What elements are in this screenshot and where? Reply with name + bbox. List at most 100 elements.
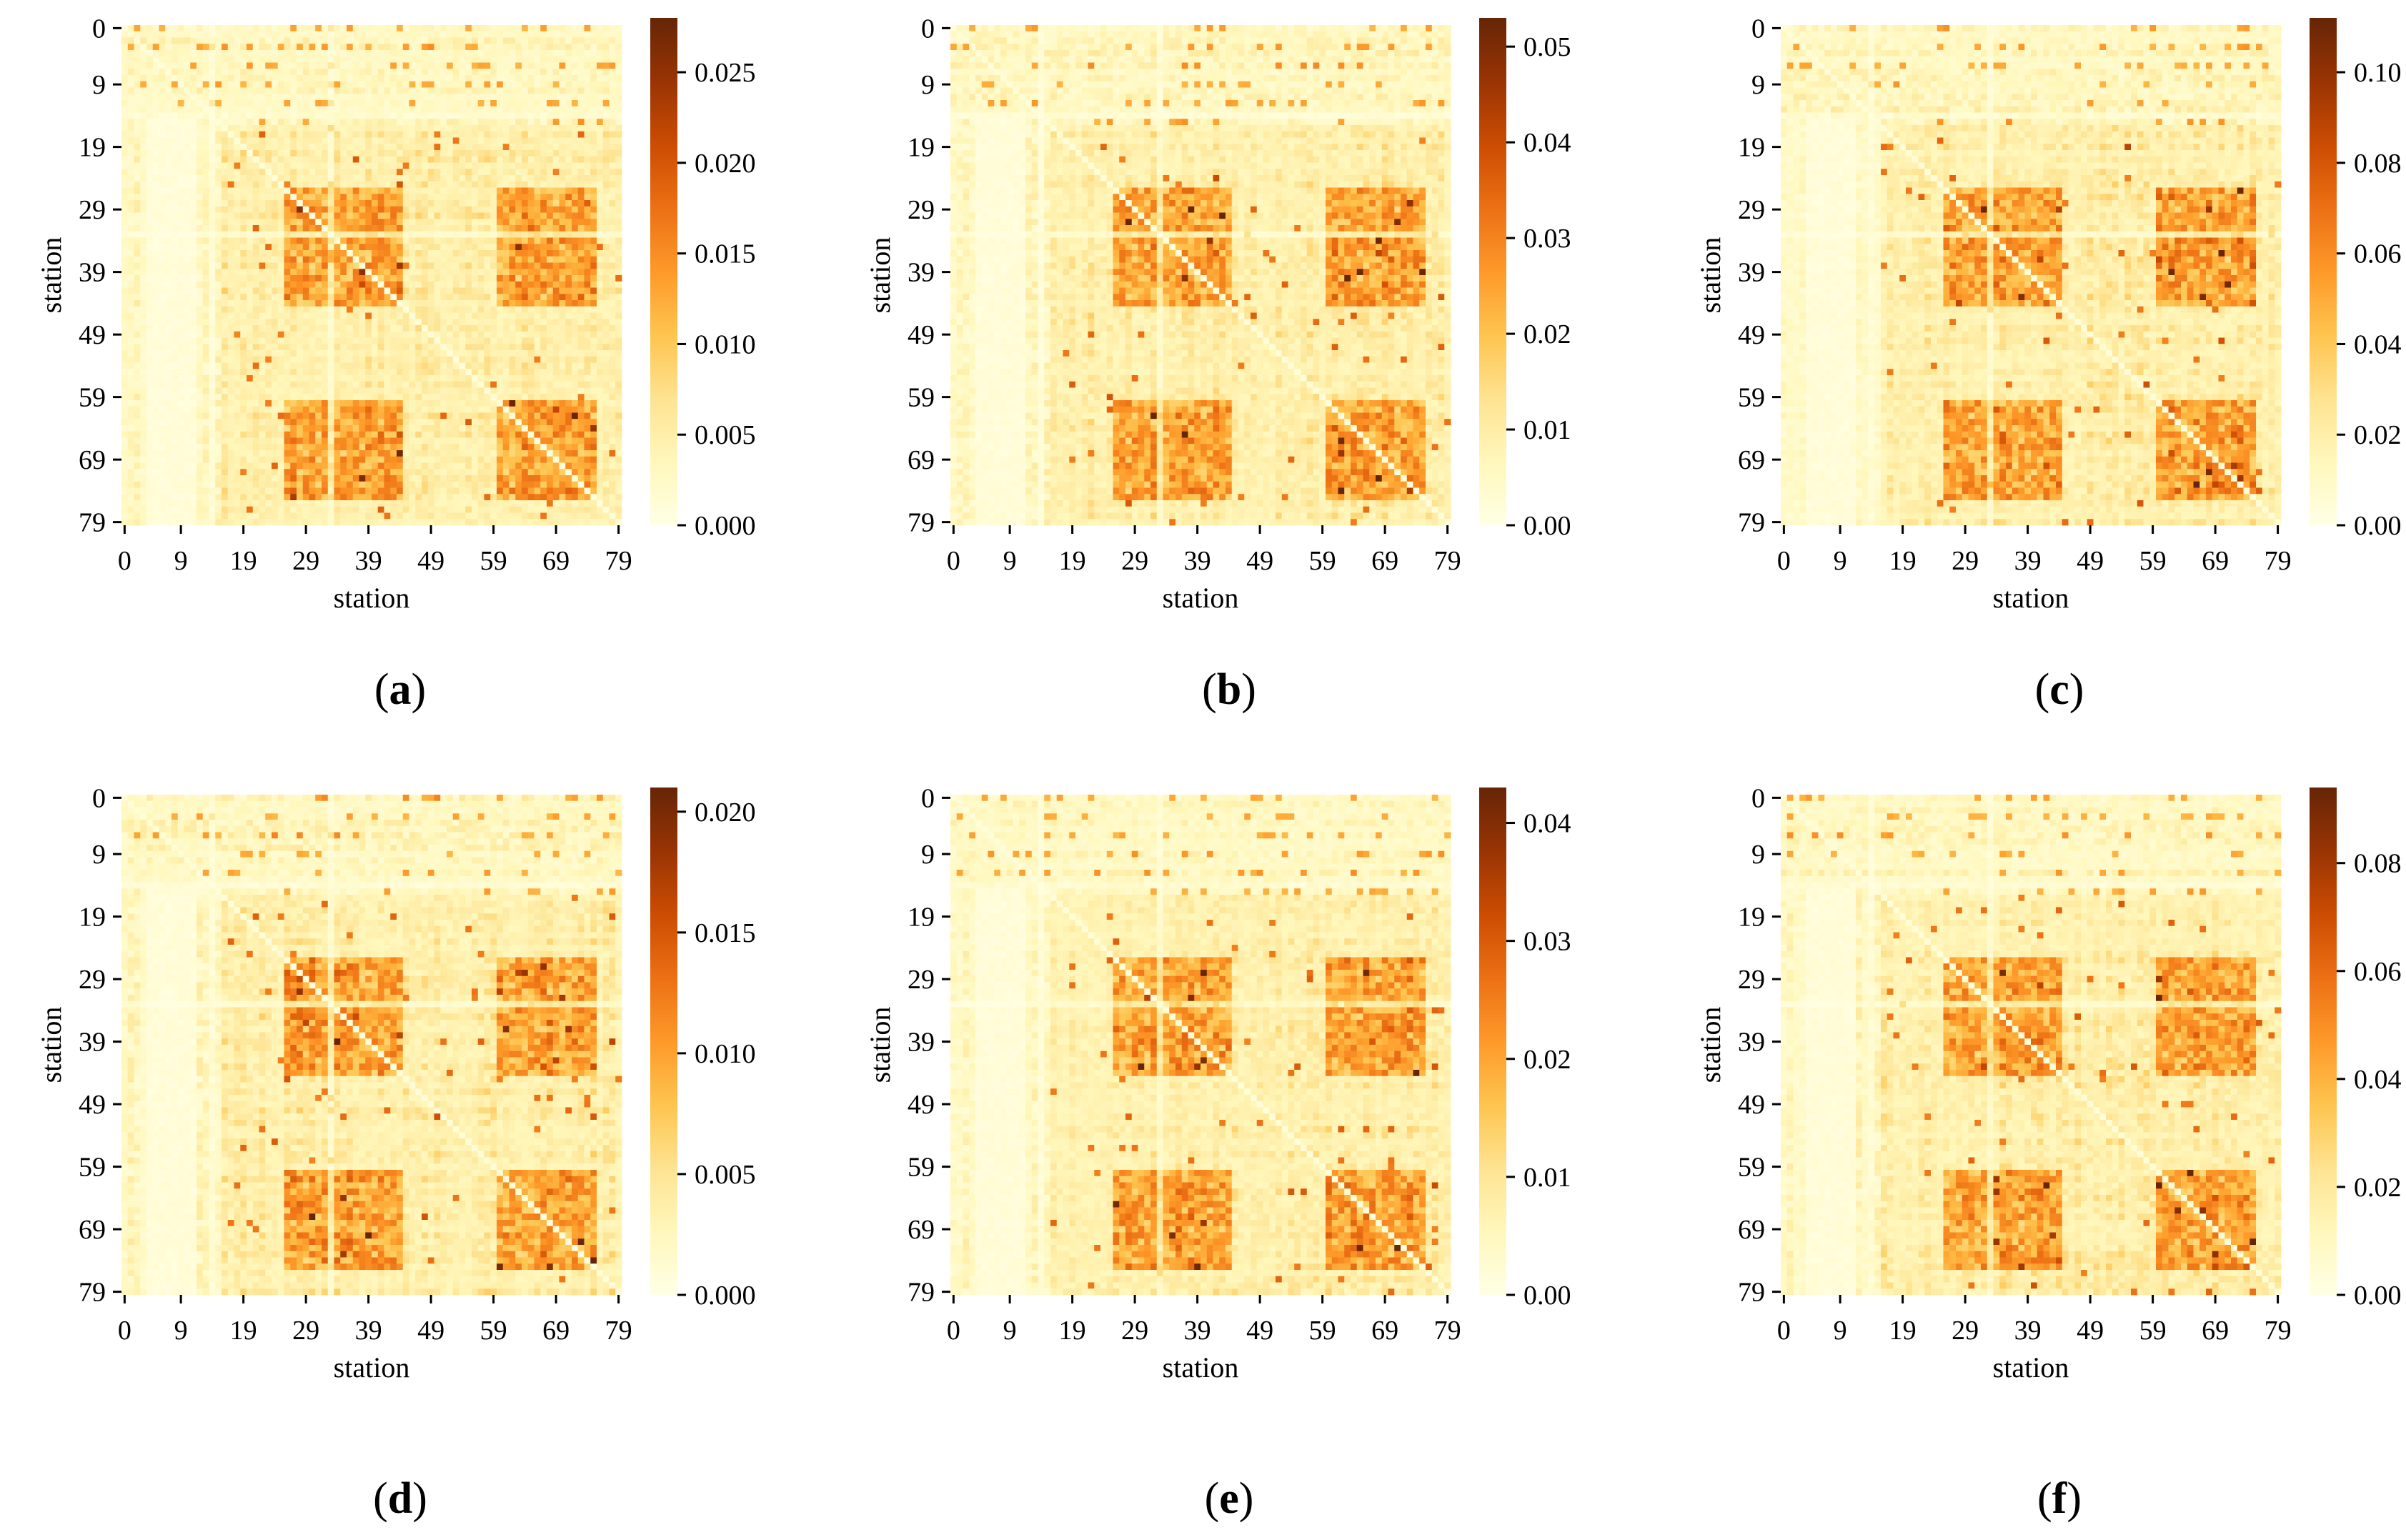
heatmap-cell [240, 294, 247, 301]
heatmap-cell [509, 262, 516, 269]
heatmap-cell [121, 306, 129, 313]
heatmap-cell [159, 406, 166, 413]
heatmap-cell [347, 81, 354, 88]
heatmap-cell [215, 212, 222, 219]
heatmap-cell [259, 212, 266, 219]
heatmap-cell [134, 162, 141, 169]
heatmap-cell [165, 31, 172, 38]
heatmap-cell [227, 294, 234, 301]
heatmap-cell [472, 350, 479, 357]
heatmap-cell [334, 50, 341, 57]
heatmap-cell [527, 112, 535, 119]
heatmap-cell [240, 25, 247, 32]
heatmap-cell [597, 306, 604, 313]
heatmap-cell [415, 200, 422, 207]
heatmap-cell [409, 356, 416, 363]
heatmap-cell [415, 75, 422, 82]
heatmap-cell [465, 100, 472, 107]
heatmap-cell [415, 31, 422, 38]
heatmap-cell [422, 294, 429, 301]
heatmap-cell [290, 250, 297, 257]
heatmap-cell [177, 225, 184, 232]
heatmap-cell [165, 300, 172, 307]
heatmap-cell [509, 362, 516, 369]
heatmap-cell [277, 62, 284, 69]
heatmap-cell [484, 175, 491, 182]
heatmap-cell [597, 237, 604, 244]
heatmap-cell [177, 100, 184, 107]
heatmap-cell [572, 406, 579, 413]
heatmap-cell [209, 269, 216, 276]
heatmap-cell [215, 100, 222, 107]
heatmap-cell [484, 262, 491, 269]
heatmap-cell [184, 219, 191, 226]
heatmap-cell [134, 206, 141, 213]
heatmap-cell [140, 306, 147, 313]
heatmap-cell [415, 87, 422, 94]
heatmap-cell [197, 137, 204, 144]
heatmap-cell [447, 150, 454, 157]
heatmap-cell [522, 375, 529, 382]
heatmap-cell [615, 262, 622, 269]
heatmap-cell [240, 156, 247, 163]
heatmap-cell [447, 287, 454, 294]
heatmap-cell [265, 62, 272, 69]
heatmap-cell [409, 137, 416, 144]
heatmap-cell [297, 287, 304, 294]
heatmap-cell [415, 81, 422, 88]
heatmap-cell [415, 206, 422, 213]
heatmap-cell [384, 337, 391, 344]
heatmap-cell [565, 162, 572, 169]
heatmap-cell [477, 156, 484, 163]
heatmap-cell [384, 69, 391, 76]
heatmap-cell [497, 100, 504, 107]
heatmap-cell [177, 56, 184, 63]
heatmap-cell [127, 169, 134, 176]
heatmap-cell [297, 362, 304, 369]
heatmap-cell [497, 169, 504, 176]
heatmap-cell [527, 312, 535, 319]
heatmap-cell [202, 356, 209, 363]
heatmap-cell [390, 175, 397, 182]
heatmap-cell [347, 31, 354, 38]
heatmap-cell [502, 394, 509, 401]
heatmap-cell [372, 156, 379, 163]
heatmap-cell [477, 75, 484, 82]
heatmap-cell [222, 337, 229, 344]
heatmap-cell [384, 294, 391, 301]
heatmap-cell [527, 156, 535, 163]
heatmap-cell [215, 269, 222, 276]
heatmap-cell [597, 219, 604, 226]
heatmap-cell [402, 94, 409, 101]
heatmap-cell [502, 362, 509, 369]
heatmap-cell [359, 187, 366, 194]
heatmap-cell [540, 112, 547, 119]
heatmap-cell [477, 400, 484, 407]
heatmap-cell [377, 325, 384, 332]
heatmap-cell [352, 50, 359, 57]
heatmap-cell [197, 319, 204, 326]
heatmap-cell [352, 112, 359, 119]
heatmap-cell [540, 275, 547, 282]
heatmap-cell [272, 325, 279, 332]
heatmap-cell [597, 69, 604, 76]
heatmap-cell [334, 231, 341, 238]
heatmap-cell [427, 106, 434, 113]
heatmap-cell [159, 62, 166, 69]
heatmap-cell [277, 375, 284, 382]
heatmap-cell [240, 406, 247, 413]
heatmap-cell [309, 56, 316, 63]
heatmap-cell [297, 319, 304, 326]
heatmap-cell [409, 131, 416, 138]
heatmap-cell [452, 156, 459, 163]
heatmap-cell [515, 300, 522, 307]
heatmap-cell [309, 25, 316, 32]
heatmap-cell [547, 44, 554, 51]
heatmap-cell [415, 381, 422, 388]
heatmap-cell [247, 137, 254, 144]
heatmap-cell [384, 212, 391, 219]
heatmap-cell [121, 187, 129, 194]
heatmap-cell [202, 206, 209, 213]
heatmap-cell [384, 356, 391, 363]
heatmap-cell [540, 44, 547, 51]
